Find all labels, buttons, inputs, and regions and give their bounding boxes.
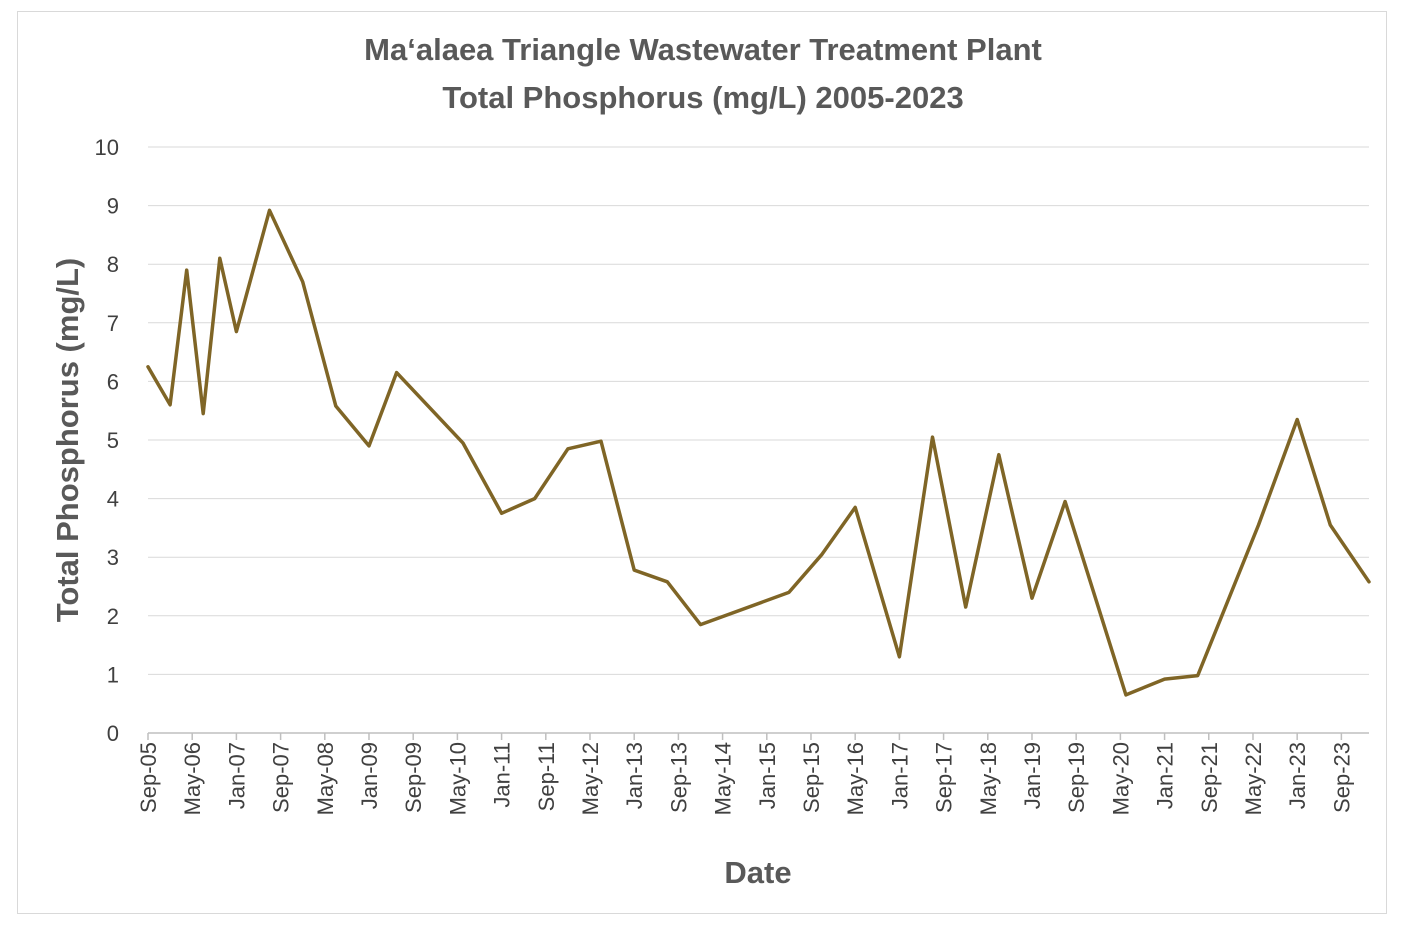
x-tick-label: May-06 — [180, 742, 205, 815]
x-tick-label: May-16 — [843, 742, 868, 815]
x-tick-label: Sep-07 — [269, 742, 294, 813]
x-tick-label: Sep-21 — [1197, 742, 1222, 813]
x-axis-ticks: Sep-05 May-06 Jan-07 Sep-07 May-08 Jan-09 Sep-… — [136, 733, 1354, 815]
gridlines — [148, 146, 1369, 734]
y-tick-label: 2 — [107, 604, 119, 629]
x-tick-label: May-20 — [1108, 742, 1133, 815]
x-tick-label: Sep-09 — [401, 742, 426, 813]
chart-frame — [17, 11, 1387, 914]
x-tick-label: May-14 — [711, 742, 736, 815]
x-tick-label: May-12 — [578, 742, 603, 815]
y-tick-label: 9 — [107, 194, 119, 219]
y-tick-label: 3 — [107, 545, 119, 570]
x-tick-label: May-22 — [1241, 742, 1266, 815]
y-axis-title: Total Phosphorus (mg/L) — [50, 258, 85, 623]
x-tick-label: Sep-11 — [534, 742, 559, 811]
x-tick-label: Jan-15 — [755, 742, 780, 809]
x-tick-label: May-08 — [313, 742, 338, 815]
x-tick-label: May-18 — [976, 742, 1001, 815]
x-tick-label: Jan-23 — [1285, 742, 1310, 809]
x-tick-label: Jan-19 — [1020, 742, 1045, 809]
x-tick-label: Sep-17 — [932, 742, 957, 813]
y-tick-label: 7 — [107, 311, 119, 336]
series-layer — [146, 208, 1371, 697]
x-tick-label: May-10 — [445, 742, 470, 815]
x-tick-label: Jan-09 — [357, 742, 382, 809]
x-tick-label: Jan-07 — [224, 742, 249, 809]
x-tick-label: Jan-17 — [887, 742, 912, 809]
x-tick-label: Sep-13 — [666, 742, 691, 813]
y-tick-label: 8 — [107, 252, 119, 277]
chart-subtitle: Total Phosphorus (mg/L) 2005-2023 — [442, 80, 963, 115]
x-tick-label: Jan-21 — [1153, 742, 1178, 809]
y-tick-label: 6 — [107, 369, 119, 394]
y-tick-label: 0 — [107, 721, 119, 746]
x-tick-label: Sep-19 — [1064, 742, 1089, 813]
x-tick-label: Sep-05 — [136, 742, 161, 813]
y-tick-label: 5 — [107, 428, 119, 453]
x-tick-label: Jan-11 — [490, 742, 515, 808]
y-tick-label: 10 — [95, 135, 119, 160]
x-tick-label: Sep-23 — [1329, 742, 1354, 813]
series-line-0 — [146, 208, 1371, 697]
x-tick-label: Jan-13 — [622, 742, 647, 809]
y-tick-label: 1 — [107, 662, 119, 687]
x-tick-label: Sep-15 — [799, 742, 824, 813]
y-tick-label: 4 — [107, 487, 119, 512]
chart-title: Ma‘alaea Triangle Wastewater Treatment P… — [364, 32, 1042, 67]
y-axis-ticks: 0 1 2 3 4 5 6 7 8 9 10 — [95, 135, 119, 746]
x-axis-title: Date — [724, 855, 791, 890]
